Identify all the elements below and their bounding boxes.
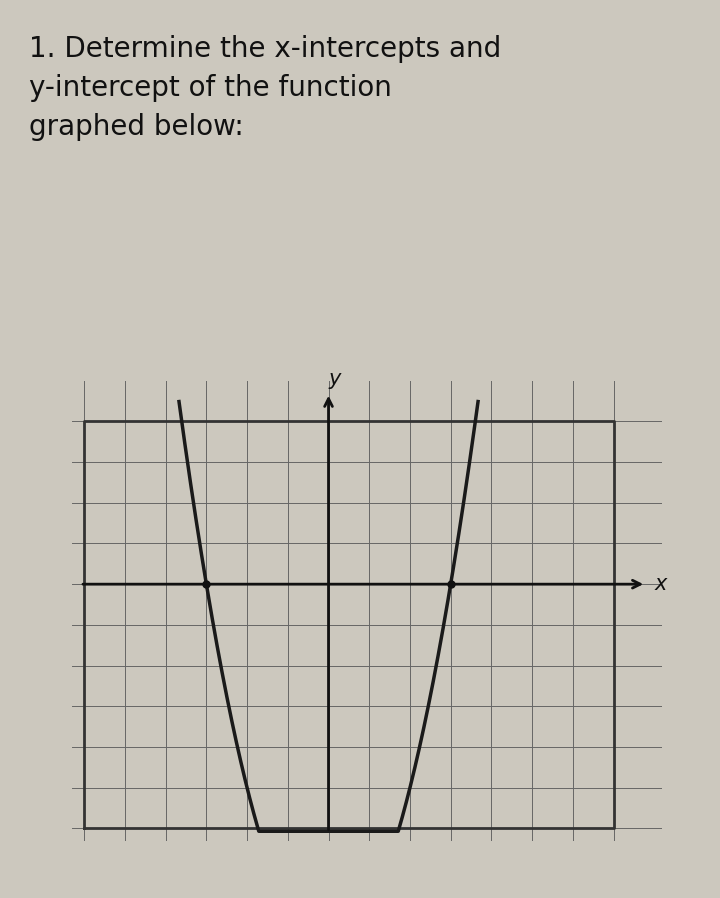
Text: 1. Determine the x-intercepts and
y-intercept of the function
graphed below:: 1. Determine the x-intercepts and y-inte…	[29, 35, 501, 141]
Text: y: y	[328, 369, 341, 389]
Text: x: x	[654, 574, 667, 594]
